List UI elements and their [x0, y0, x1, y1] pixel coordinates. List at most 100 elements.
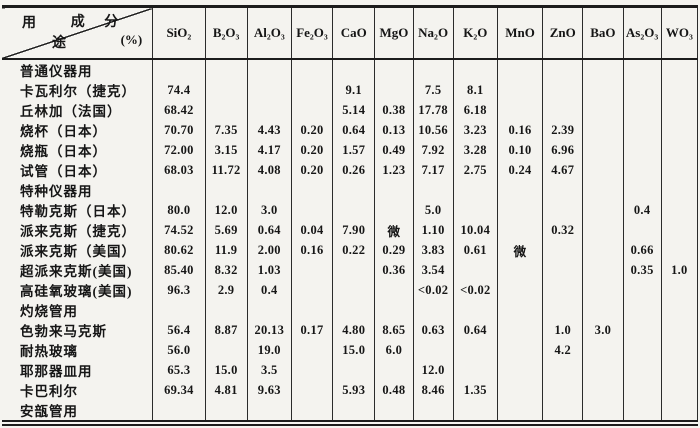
value-cell: 4.17 [246, 140, 292, 160]
value-cell: 56.0 [152, 340, 205, 360]
value-cell: 0.20 [290, 120, 333, 140]
value-cell [204, 340, 248, 360]
value-cell: 3.83 [412, 240, 454, 260]
table-row: 色勃来马克斯 56.4 8.87 20.13 0.17 4.80 8.65 0.63 0.64 1… [2, 320, 699, 340]
column-header-oxide: WO₃ [660, 6, 699, 60]
table-row: 丘林加（法国） 68.42 5.14 0.38 17.78 6.18 [2, 100, 699, 120]
value-cell [290, 59, 333, 80]
value-cell: 4.80 [332, 320, 375, 340]
value-cell: 1.23 [374, 160, 414, 180]
column-header-oxide: MgO [374, 6, 414, 60]
value-cell [660, 80, 699, 100]
value-cell [660, 160, 699, 180]
value-cell [660, 220, 699, 240]
value-cell: 5.14 [332, 100, 375, 120]
value-cell [622, 340, 662, 360]
value-cell [660, 340, 699, 360]
value-cell: 2.9 [204, 280, 248, 300]
value-cell [204, 300, 248, 320]
value-cell [290, 180, 333, 200]
value-cell [542, 280, 583, 300]
value-cell [542, 180, 583, 200]
value-cell [582, 260, 624, 280]
value-cell [246, 100, 292, 120]
column-header-oxide: Na₂O [412, 6, 454, 60]
value-cell [582, 380, 624, 400]
column-header-oxide: B₂O₃ [204, 6, 248, 60]
value-cell: 19.0 [246, 340, 292, 360]
value-cell: 15.0 [332, 340, 375, 360]
table-corner-cell: 用 途 成 分 (%) [2, 6, 153, 60]
corner-composition-label: 成 分 [70, 15, 127, 30]
usage-label-cell: 高硅氧玻璃(美国) [20, 284, 133, 299]
value-cell: 0.20 [290, 160, 333, 180]
usage-label-cell: 耐热玻璃 [20, 344, 78, 359]
value-cell [622, 180, 662, 200]
value-cell [582, 240, 624, 260]
value-cell: 0.16 [290, 240, 333, 260]
value-cell [246, 400, 292, 421]
value-cell [542, 380, 583, 400]
value-cell [412, 340, 454, 360]
value-cell [622, 380, 662, 400]
value-cell [412, 400, 454, 421]
value-cell: 0.04 [290, 220, 333, 240]
column-header-oxide: Al₂O₃ [246, 6, 292, 60]
value-cell [582, 140, 624, 160]
usage-label-cell: 特种仪器用 [20, 184, 93, 199]
value-cell [452, 200, 498, 220]
value-cell: 4.08 [246, 160, 292, 180]
value-cell [332, 59, 375, 80]
value-cell [290, 400, 333, 421]
value-cell [332, 400, 375, 421]
value-cell [542, 400, 583, 421]
usage-label-cell: 超派来克斯(美国) [20, 264, 133, 279]
corner-percent-unit-label: (%) [120, 32, 143, 47]
value-cell [622, 140, 662, 160]
value-cell [374, 400, 414, 421]
value-cell [290, 200, 333, 220]
value-cell [582, 200, 624, 220]
value-cell: 微 [496, 240, 543, 260]
value-cell [496, 100, 543, 120]
value-cell: 0.38 [374, 100, 414, 120]
value-cell [660, 120, 699, 140]
value-cell [452, 180, 498, 200]
value-cell [246, 80, 292, 100]
value-cell: 0.63 [412, 320, 454, 340]
value-cell [412, 180, 454, 200]
value-cell: 0.4 [246, 280, 292, 300]
value-cell: 2.00 [246, 240, 292, 260]
value-cell: 7.35 [204, 120, 248, 140]
value-cell: 0.64 [246, 220, 292, 240]
value-cell [660, 240, 699, 260]
value-cell [374, 59, 414, 80]
value-cell [660, 180, 699, 200]
value-cell [660, 380, 699, 400]
value-cell [452, 300, 498, 320]
value-cell [246, 59, 292, 80]
value-cell [622, 400, 662, 421]
value-cell: 70.70 [152, 120, 205, 140]
value-cell: 15.0 [204, 360, 248, 380]
value-cell [332, 200, 375, 220]
value-cell [496, 300, 543, 320]
value-cell: 12.0 [412, 360, 454, 380]
value-cell: 1.10 [412, 220, 454, 240]
table-row: 特种仪器用 [2, 180, 699, 200]
value-cell [582, 120, 624, 140]
value-cell [660, 59, 699, 80]
value-cell: 8.46 [412, 380, 454, 400]
value-cell: 4.43 [246, 120, 292, 140]
value-cell [660, 200, 699, 220]
value-cell [290, 380, 333, 400]
value-cell: <0.02 [412, 280, 454, 300]
value-cell: 1.03 [246, 260, 292, 280]
value-cell: 0.48 [374, 380, 414, 400]
value-cell [332, 180, 375, 200]
table-row: 特勒克斯（日本） 80.0 12.0 3.0 5.0 0.4 [2, 200, 699, 220]
value-cell: 56.4 [152, 320, 205, 340]
value-cell [622, 80, 662, 100]
value-cell [496, 59, 543, 80]
value-cell: 3.0 [582, 320, 624, 340]
